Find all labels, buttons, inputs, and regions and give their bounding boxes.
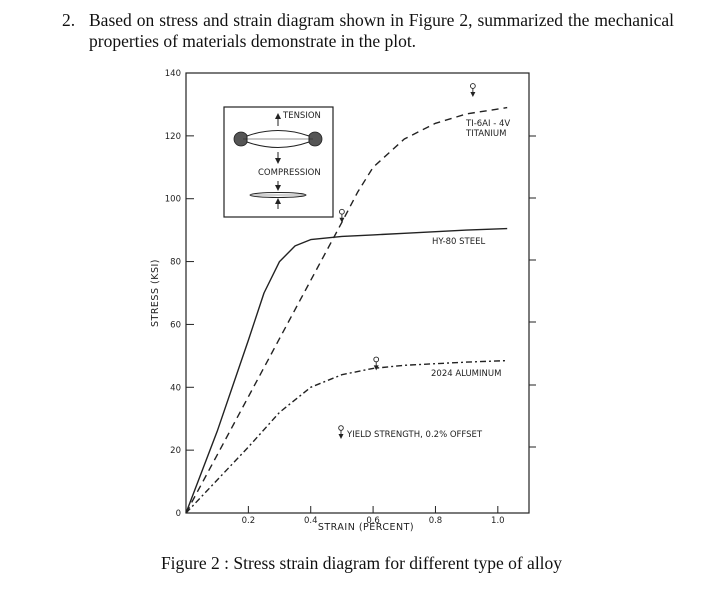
compression-specimen-icon bbox=[249, 181, 307, 209]
tension-compression-inset: TENSION COMPRESSION bbox=[223, 106, 334, 218]
yield-legend-text: YIELD STRENGTH, 0.2% OFFSET bbox=[346, 430, 483, 440]
y-tick-label: 100 bbox=[165, 195, 181, 205]
y-axis-label: STRESS (KSI) bbox=[150, 259, 161, 327]
figure-caption: Figure 2 : Stress strain diagram for dif… bbox=[160, 553, 563, 573]
x-tick-label: 0.4 bbox=[304, 516, 318, 526]
y-tick-label: 40 bbox=[170, 383, 181, 393]
aluminum-label: 2024 ALUMINUM bbox=[431, 369, 501, 379]
right-tick-marks bbox=[529, 135, 536, 448]
x-tick-label: 0.2 bbox=[242, 516, 256, 526]
titanium-label-line1: TI-6AI - 4V bbox=[465, 119, 510, 129]
yield-point-ti-6ai-4v-titanium bbox=[470, 83, 476, 97]
titanium-label-line2: TITANIUM bbox=[465, 129, 506, 139]
tension-specimen-icon bbox=[233, 113, 323, 164]
x-axis-label: STRAIN (PERCENT) bbox=[318, 522, 414, 533]
y-tick-label: 0 bbox=[176, 509, 181, 519]
y-tick-label: 60 bbox=[170, 320, 181, 330]
x-tick-label: 0.6 bbox=[366, 516, 380, 526]
x-tick-label: 1.0 bbox=[491, 516, 505, 526]
series-line-ti-6ai-4v-titanium bbox=[185, 106, 508, 514]
steel-label: HY-80 STEEL bbox=[432, 237, 485, 247]
yield-point-hy-80-steel bbox=[339, 208, 345, 223]
y-tick-label: 140 bbox=[165, 69, 181, 79]
yield-marker-icon bbox=[338, 425, 344, 439]
question-text: Based on stress and strain diagram shown… bbox=[89, 10, 674, 51]
series-layer bbox=[185, 106, 508, 514]
plot-frame bbox=[185, 72, 530, 514]
y-tick-label: 120 bbox=[165, 132, 181, 142]
axis-ticks: 0.2 0.4 0.6 0.8 1.0 0 20 40 60 80 100 120 140 bbox=[165, 69, 505, 526]
tension-label: TENSION bbox=[282, 111, 321, 121]
compression-label: COMPRESSION bbox=[258, 168, 321, 178]
yield-strength-legend: YIELD STRENGTH, 0.2% OFFSET bbox=[338, 425, 483, 440]
question-number: 2. bbox=[62, 10, 76, 30]
question-block: 2. Based on stress and strain diagram sh… bbox=[62, 10, 674, 52]
yield-markers bbox=[339, 83, 476, 371]
yield-point-2024-aluminum bbox=[373, 356, 380, 371]
series-line-2024-aluminum bbox=[185, 359, 508, 514]
x-tick-label: 0.8 bbox=[429, 516, 443, 526]
series-line-hy-80-steel bbox=[185, 227, 508, 514]
y-tick-label: 80 bbox=[170, 258, 181, 268]
y-tick-label: 20 bbox=[170, 446, 181, 456]
